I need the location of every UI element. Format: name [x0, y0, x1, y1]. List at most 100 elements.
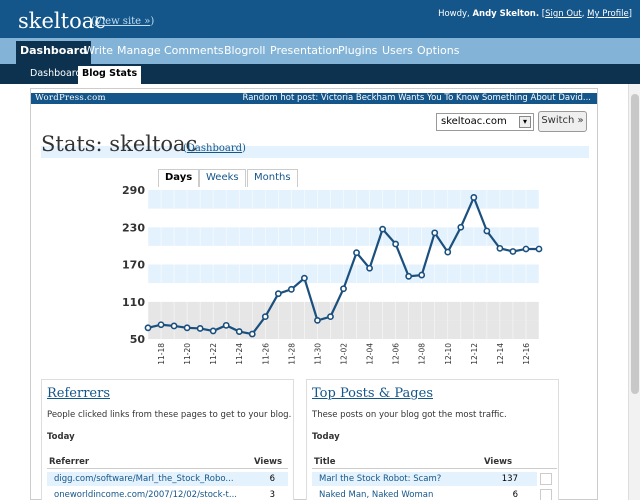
howdy-label: Howdy, — [438, 9, 470, 19]
referrer-link[interactable]: digg.com/software/Marl_the_Stock_Robo... — [54, 474, 234, 484]
data-point — [535, 245, 543, 253]
x-tick-label: 11-18 — [157, 343, 166, 365]
blog-select[interactable]: skeltoac.com ▾ — [436, 113, 534, 131]
table-row[interactable]: digg.com/software/Marl_the_Stock_Robo...… — [47, 472, 288, 486]
title-band — [41, 146, 589, 158]
data-point — [222, 321, 230, 329]
menu-item-plugins[interactable]: Plugins — [338, 44, 378, 57]
data-point — [405, 272, 413, 280]
x-tick-label: 11-22 — [209, 343, 218, 365]
x-tick-label: 12-16 — [522, 343, 531, 365]
stats-bar: WordPress.com Random hot post: Victoria … — [31, 93, 597, 104]
data-point — [353, 249, 360, 257]
my-profile-link[interactable]: My Profile — [587, 9, 629, 19]
referrer-views: 3 — [269, 490, 275, 500]
data-point — [274, 290, 282, 298]
site-title: skeltoac — [18, 9, 107, 33]
data-point — [457, 223, 465, 231]
col-views: Views — [254, 457, 283, 467]
menu-item-presentation[interactable]: Presentation — [270, 44, 340, 57]
wordpress-logo: WordPress.com — [35, 93, 106, 103]
menu-item-options[interactable]: Options — [417, 44, 460, 57]
y-tick-label: 110 — [122, 296, 145, 309]
menu-item-blogroll[interactable]: Blogroll — [224, 44, 266, 57]
y-tick-label: 170 — [122, 259, 145, 272]
table-row[interactable]: Naked Man, Naked Woman 6 — [312, 488, 537, 500]
tab-days[interactable]: Days — [158, 169, 200, 187]
data-point — [431, 229, 439, 237]
menu-item-users[interactable]: Users — [382, 44, 413, 57]
menu-item-dashboard[interactable]: Dashboard — [16, 41, 92, 64]
submenu-item-dashboard[interactable]: Dashboard — [30, 68, 82, 79]
top-posts-title[interactable]: Top Posts & Pages — [312, 386, 433, 401]
data-point — [509, 248, 517, 255]
referrers-period: Today — [47, 432, 75, 442]
menu-item-write[interactable]: Write — [84, 44, 114, 57]
data-point — [418, 271, 426, 279]
admin-header: skeltoac (View site ») Howdy, Andy Skelt… — [0, 0, 640, 38]
x-tick-label: 12-08 — [418, 343, 427, 365]
dashboard-link-label[interactable]: Dashboard — [186, 143, 243, 154]
switch-button[interactable]: Switch » — [538, 111, 587, 132]
stats-chart: 50 110 170 230 290 11-18 11-20 11-22 11-24 11-26 1… — [122, 184, 543, 365]
data-point — [379, 225, 386, 233]
tab-weeks[interactable]: Weeks — [199, 169, 246, 187]
data-point — [183, 324, 191, 332]
referrers-title[interactable]: Referrers — [47, 386, 110, 401]
user-name: Andy Skelton. — [472, 9, 540, 19]
top-posts-period: Today — [312, 432, 340, 442]
post-views: 6 — [512, 490, 518, 500]
data-point — [340, 285, 347, 293]
blog-select-value: skeltoac.com — [441, 116, 507, 127]
scroll-thumb[interactable] — [631, 94, 639, 394]
data-point — [209, 327, 217, 335]
post-views: 137 — [501, 474, 518, 484]
data-point — [144, 324, 152, 332]
data-point — [170, 322, 178, 330]
data-point — [366, 264, 373, 272]
chevron-down-icon: ▾ — [519, 116, 531, 128]
x-tick-label: 12-02 — [340, 343, 349, 365]
dashboard-link[interactable]: (Dashboard) — [183, 143, 246, 154]
page-title: Stats: skeltoac — [41, 132, 198, 156]
table-row[interactable]: Marl the Stock Robot: Scam? 137 — [312, 472, 537, 486]
x-tick-label: 12-04 — [366, 343, 375, 365]
top-posts-table-header: Title Views — [312, 457, 557, 469]
user-info: Howdy, Andy Skelton. [Sign Out, My Profi… — [438, 9, 632, 19]
view-site-label[interactable]: View site » — [94, 16, 151, 27]
menu-item-comments[interactable]: Comments — [164, 44, 224, 57]
sparkline-icon[interactable] — [540, 489, 552, 500]
y-tick-label: 50 — [130, 333, 146, 346]
referrer-views: 6 — [269, 474, 275, 484]
top-posts-description: These posts on your blog got the most tr… — [312, 410, 507, 420]
top-posts-panel: Top Posts & Pages These posts on your bl… — [306, 379, 559, 500]
referrers-description: People clicked links from these pages to… — [47, 410, 292, 420]
view-site-link[interactable]: (View site ») — [91, 16, 155, 27]
referrers-table-header: Referrer Views — [47, 457, 288, 469]
referrer-link[interactable]: oneworldincome.com/2007/12/02/stock-t... — [54, 490, 237, 500]
data-point — [196, 325, 204, 332]
x-tick-label: 11-24 — [235, 343, 244, 365]
x-tick-label: 12-10 — [444, 343, 453, 365]
data-point — [392, 240, 400, 248]
tab-months[interactable]: Months — [247, 169, 298, 187]
admin-menu: Dashboard Write Manage Comments Blogroll… — [0, 38, 640, 64]
data-point — [327, 313, 334, 321]
data-point — [261, 313, 269, 321]
x-tick-label: 11-28 — [287, 343, 296, 365]
x-tick-label: 11-26 — [261, 343, 270, 365]
hot-post-link[interactable]: Random hot post: Victoria Beckham Wants … — [242, 93, 591, 103]
vertical-scrollbar[interactable] — [628, 84, 640, 500]
col-views: Views — [484, 457, 513, 467]
data-point — [300, 274, 308, 282]
menu-item-manage[interactable]: Manage — [117, 44, 161, 57]
sparkline-icon[interactable] — [540, 473, 552, 485]
post-title-link[interactable]: Marl the Stock Robot: Scam? — [319, 474, 442, 484]
sub-menu: Dashboard Blog Stats — [0, 64, 640, 84]
submenu-item-blog-stats[interactable]: Blog Stats — [78, 66, 142, 84]
table-row[interactable]: oneworldincome.com/2007/12/02/stock-t...… — [47, 488, 288, 500]
post-title-link[interactable]: Naked Man, Naked Woman — [319, 490, 434, 500]
x-tick-label: 12-06 — [392, 343, 401, 365]
data-point — [314, 316, 321, 324]
sign-out-link[interactable]: Sign Out — [545, 9, 582, 19]
